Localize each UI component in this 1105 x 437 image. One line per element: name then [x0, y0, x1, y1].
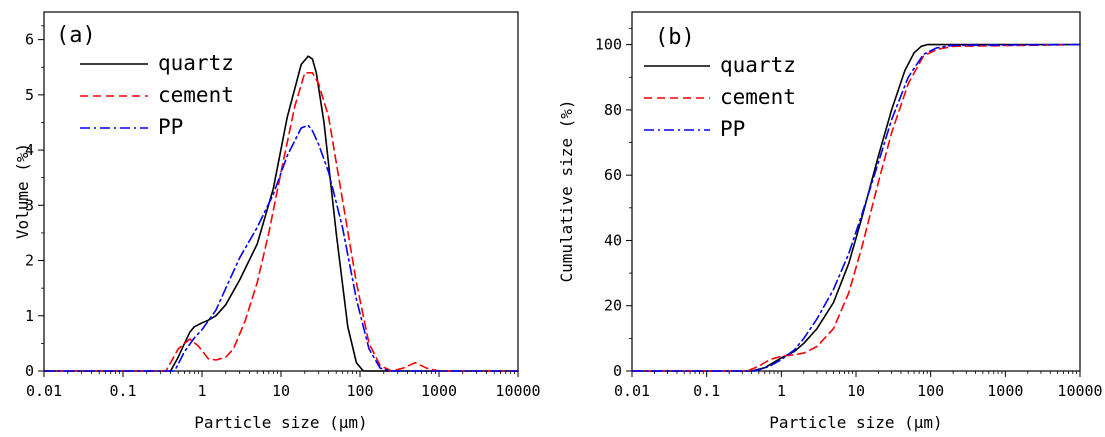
- series-line-cement-b: [631, 43, 1081, 372]
- x-axis-title-b: Particle size (μm): [769, 413, 942, 432]
- legend-label-quartz-a: quartz: [158, 51, 234, 75]
- x-tick-label-a: 1000: [421, 382, 457, 400]
- x-tick-label-b: 10000: [1057, 382, 1102, 400]
- x-tick-label-a: 1: [197, 382, 206, 400]
- y-tick-label-a: 0: [25, 362, 34, 380]
- y-tick-label-b: 20: [604, 297, 622, 315]
- series-layer-a: [43, 55, 519, 372]
- series-layer-b: [631, 43, 1081, 372]
- y-axis-title-b: Cumulative size (%): [557, 99, 576, 282]
- legend-label-cement-b: cement: [720, 85, 796, 109]
- y-tick-label-b: 80: [604, 101, 622, 119]
- x-tick-label-b: 10: [847, 382, 865, 400]
- legend-label-quartz-b: quartz: [720, 53, 796, 77]
- x-tick-label-a: 10000: [495, 382, 540, 400]
- x-tick-label-a: 0.01: [26, 382, 62, 400]
- legend-label-pp-b: PP: [720, 117, 745, 141]
- legend-label-pp-a: PP: [158, 115, 183, 139]
- x-tick-label-a: 10: [272, 382, 290, 400]
- x-tick-label-a: 100: [346, 382, 373, 400]
- y-axis-title-a: Volume (%): [13, 143, 32, 239]
- y-tick-label-b: 60: [604, 166, 622, 184]
- y-tick-label-b: 40: [604, 231, 622, 249]
- panel-label-a: (a): [56, 23, 96, 48]
- x-tick-label-b: 0.1: [693, 382, 720, 400]
- x-tick-label-a: 0.1: [109, 382, 136, 400]
- series-line-cement-a: [43, 72, 519, 372]
- series-line-quartz-b: [631, 43, 1081, 372]
- x-axis-title-a: Particle size (μm): [194, 413, 367, 432]
- x-tick-label-b: 100: [917, 382, 944, 400]
- chart-panel-a: 0.01 0.1 1 10 100 1000 10000 0 1 2 3 4 5 6 (a) quartz…: [13, 11, 541, 432]
- chart-panel-b: 0.01 0.1 1 10 100 1000 10000 0 20 40 60 80 100 (b) q…: [557, 11, 1103, 432]
- legend-b: quartz cement PP: [644, 53, 796, 141]
- series-line-quartz-a: [43, 55, 519, 372]
- panel-label-b: (b): [655, 25, 695, 50]
- series-line-pp-a: [43, 124, 519, 372]
- series-line-pp-b: [631, 43, 1081, 372]
- y-tick-label-b: 0: [613, 362, 622, 380]
- y-tick-label-b: 100: [595, 36, 622, 54]
- plot-frame-a: [43, 11, 519, 372]
- axes-layer-a: 0.01 0.1 1 10 100 1000 10000 0 1 2 3 4 5 6: [25, 25, 541, 400]
- x-tick-label-b: 0.01: [614, 382, 650, 400]
- y-tick-label-a: 5: [25, 86, 34, 104]
- x-tick-label-b: 1: [777, 382, 786, 400]
- legend-label-cement-a: cement: [158, 83, 234, 107]
- y-tick-label-a: 4: [25, 141, 34, 159]
- y-tick-label-a: 6: [25, 31, 34, 49]
- y-tick-label-a: 2: [25, 252, 34, 270]
- y-tick-label-a: 1: [25, 307, 34, 325]
- legend-a: quartz cement PP: [80, 51, 234, 139]
- y-tick-label-a: 3: [25, 196, 34, 214]
- x-tick-label-b: 1000: [987, 382, 1023, 400]
- axes-layer-b: 0.01 0.1 1 10 100 1000 10000 0 20 40 60 80 100: [595, 27, 1103, 400]
